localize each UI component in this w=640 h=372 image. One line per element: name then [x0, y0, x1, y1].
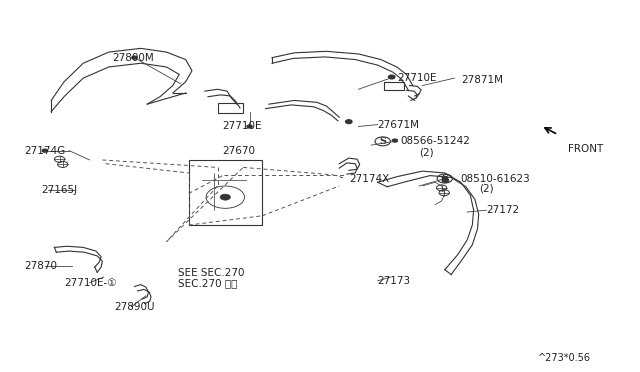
Text: 27671M: 27671M: [378, 120, 420, 129]
Text: 27172: 27172: [486, 205, 520, 215]
Circle shape: [392, 139, 397, 142]
Text: 27174G: 27174G: [24, 146, 65, 155]
Text: (2): (2): [419, 148, 434, 157]
Text: (2): (2): [479, 184, 493, 194]
Text: 27710E-①: 27710E-①: [64, 278, 116, 288]
Circle shape: [442, 179, 449, 182]
Text: 27165J: 27165J: [42, 185, 77, 195]
Circle shape: [220, 194, 230, 200]
Text: 27710E: 27710E: [397, 73, 436, 83]
Circle shape: [388, 75, 395, 79]
Text: ^273*0.56: ^273*0.56: [538, 353, 591, 363]
Text: 27890U: 27890U: [114, 302, 154, 312]
Circle shape: [247, 125, 252, 128]
Circle shape: [42, 149, 47, 152]
Text: SEE SEC.270: SEE SEC.270: [178, 269, 244, 278]
Circle shape: [346, 120, 352, 124]
Circle shape: [442, 176, 447, 179]
Text: 27870: 27870: [24, 261, 58, 271]
Text: FRONT: FRONT: [568, 144, 604, 154]
Text: 27173: 27173: [378, 276, 411, 286]
Text: 27174X: 27174X: [349, 174, 389, 183]
Text: 27800M: 27800M: [112, 53, 154, 62]
Text: 27670: 27670: [223, 146, 256, 155]
Text: 27710E: 27710E: [223, 122, 262, 131]
Text: 08510-61623: 08510-61623: [461, 174, 531, 183]
Text: S: S: [442, 174, 448, 183]
Text: 08566-51242: 08566-51242: [400, 137, 470, 146]
Text: 27871M: 27871M: [461, 75, 503, 85]
Circle shape: [132, 56, 137, 59]
Text: S: S: [380, 137, 386, 146]
Text: SEC.270 参照: SEC.270 参照: [178, 278, 237, 288]
